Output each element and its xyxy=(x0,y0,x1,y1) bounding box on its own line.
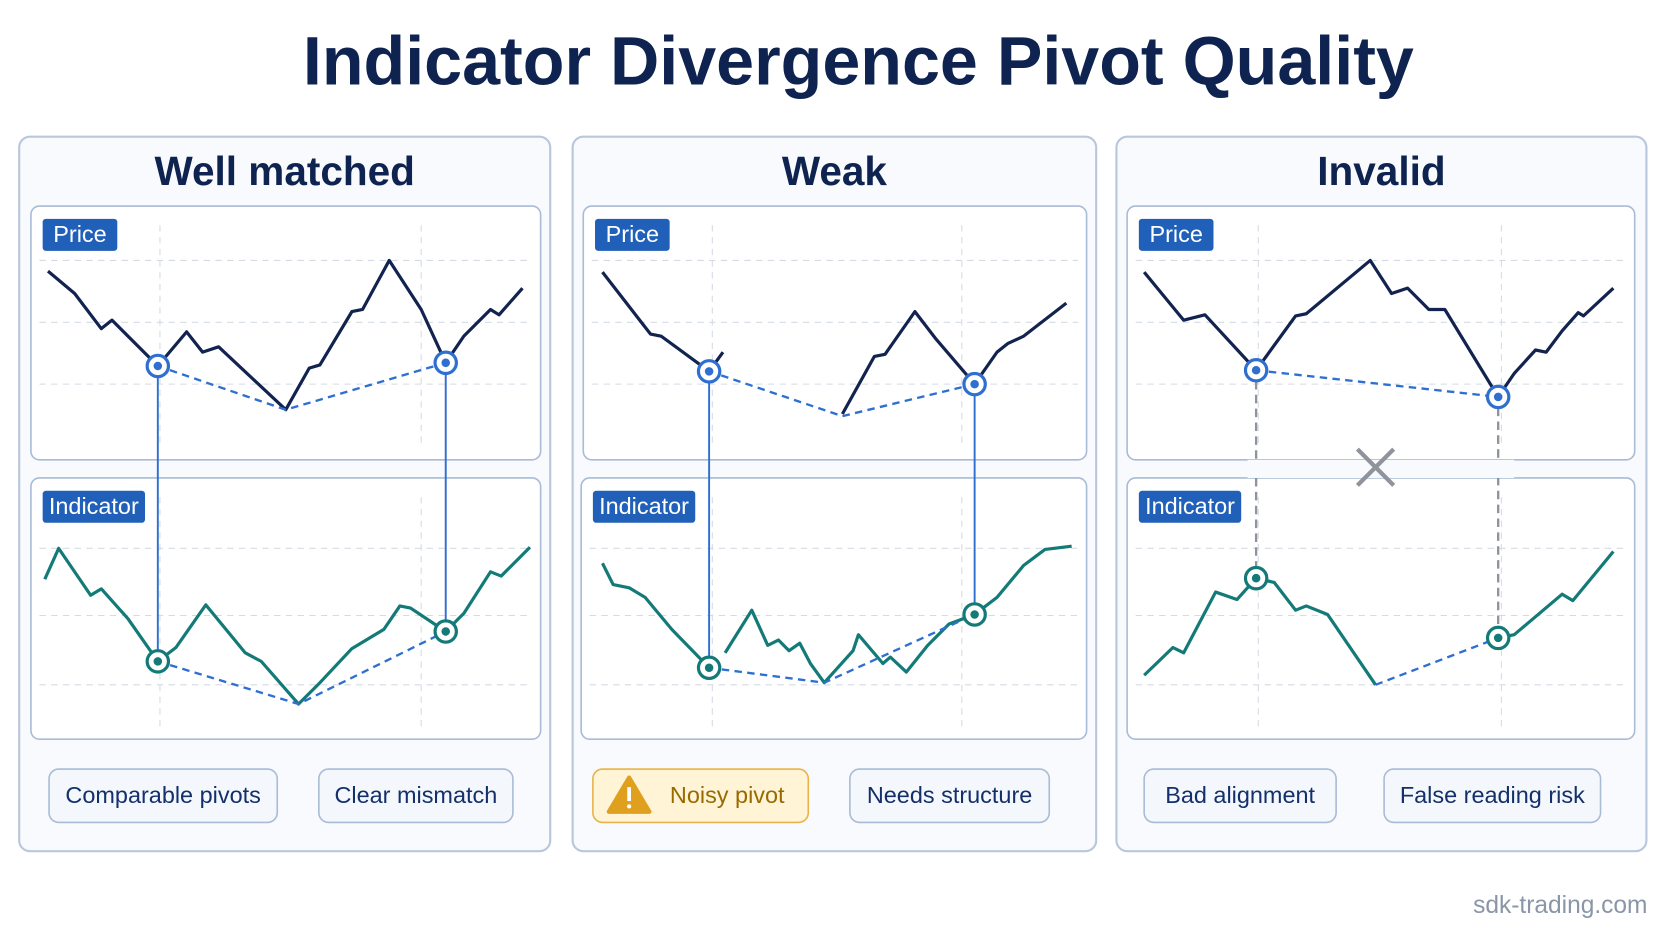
price-line xyxy=(840,301,1068,415)
tag xyxy=(1143,768,1337,824)
price-label-bg xyxy=(42,218,118,251)
tag xyxy=(849,768,1051,824)
panel-title: Invalid xyxy=(1317,148,1445,194)
indicator-trend xyxy=(708,613,976,684)
price-trend xyxy=(157,361,447,411)
page-title: Indicator Divergence Pivot Quality xyxy=(303,23,1414,99)
indicator-label: Indicator xyxy=(49,493,139,519)
tag xyxy=(318,768,514,824)
pivot-marker-dot xyxy=(441,358,450,368)
indicator-label: Indicator xyxy=(1145,493,1235,519)
tag-label: False reading risk xyxy=(1400,782,1585,808)
indicator-label-bg xyxy=(42,490,146,523)
price-label-bg xyxy=(1138,218,1214,251)
warning-icon-dot xyxy=(627,804,632,809)
indicator-line xyxy=(601,562,711,669)
price-line xyxy=(46,258,524,412)
pivot-marker-dot xyxy=(704,663,714,673)
pivot-marker-dot xyxy=(970,610,979,619)
pivot-marker-dot xyxy=(970,379,979,389)
pivot-marker-dot xyxy=(1493,392,1503,402)
tag-label: Needs structure xyxy=(867,782,1032,808)
pivot-marker-dot xyxy=(153,361,163,371)
tag-label: Noisy pivot xyxy=(670,782,785,808)
pivot-marker-dot xyxy=(1493,633,1503,643)
pivot-marker-dot xyxy=(1251,573,1261,583)
price-trend xyxy=(1256,369,1499,399)
price-label-bg xyxy=(595,218,670,251)
gap-cover xyxy=(1247,459,1515,478)
price-label: Price xyxy=(1149,221,1202,247)
footer: sdk-trading.com xyxy=(1473,892,1647,919)
tag xyxy=(48,768,279,824)
panel-title: Well matched xyxy=(154,148,414,194)
indicator-label-bg xyxy=(592,490,696,523)
indicator-label-bg xyxy=(1138,490,1242,523)
pivot-marker-dot xyxy=(441,627,450,636)
price-trend xyxy=(708,370,975,418)
price-label: Price xyxy=(53,221,106,247)
pivot-marker-dot xyxy=(153,657,163,666)
indicator-trend xyxy=(1375,636,1499,686)
tag xyxy=(1383,768,1602,824)
tag-label: Clear mismatch xyxy=(334,782,497,808)
pivot-marker-dot xyxy=(1251,366,1261,375)
panel-title: Weak xyxy=(782,148,888,194)
indicator-trend xyxy=(157,630,447,706)
indicator-label: Indicator xyxy=(599,493,689,519)
pivot-marker-dot xyxy=(704,367,714,376)
price-label: Price xyxy=(606,221,659,247)
indicator-line xyxy=(723,544,1072,685)
tag-label: Comparable pivots xyxy=(65,782,260,808)
tag-label: Bad alignment xyxy=(1165,782,1315,808)
invalid-mark xyxy=(1355,447,1396,487)
